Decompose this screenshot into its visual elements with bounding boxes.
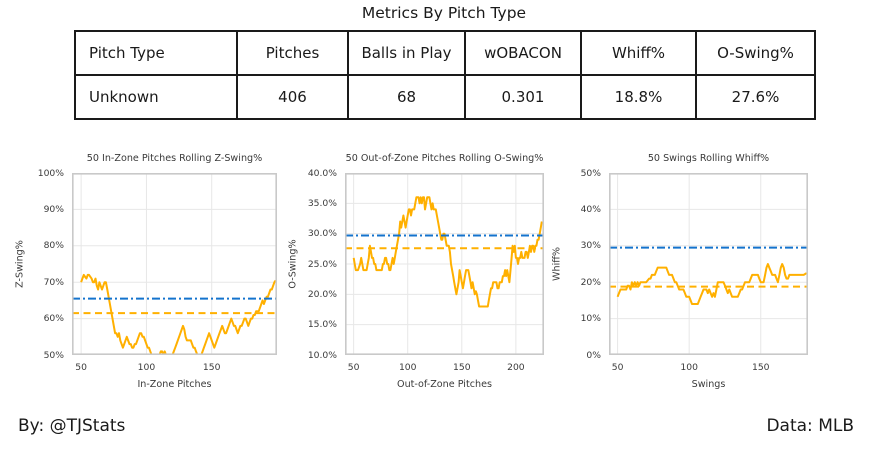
y-tick-label: 40.0% bbox=[307, 167, 337, 179]
y-tick-label: 80% bbox=[43, 240, 64, 252]
y-tick-label: 30.0% bbox=[307, 228, 337, 240]
table-cell: 406 bbox=[236, 74, 349, 120]
rolling-z-swing-line bbox=[80, 273, 277, 356]
column-header: Pitches bbox=[236, 30, 349, 76]
whiff-chart-title: 50 Swings Rolling Whiff% bbox=[647, 153, 770, 164]
y-tick-label: 0% bbox=[586, 349, 601, 361]
x-tick-label: 100 bbox=[680, 362, 698, 373]
o-swing-chart-title: 50 Out-of-Zone Pitches Rolling O-Swing% bbox=[345, 153, 544, 164]
rolling-o-swing-line bbox=[352, 196, 543, 308]
column-header: Pitch Type bbox=[74, 30, 238, 76]
o-swing-plot-area bbox=[345, 172, 544, 356]
footer-author: By: @TJStats bbox=[18, 416, 126, 436]
table-cell: 18.8% bbox=[580, 74, 697, 120]
plot-border bbox=[609, 173, 808, 355]
column-header: Whiff% bbox=[580, 30, 697, 76]
page-title: Metrics By Pitch Type bbox=[361, 4, 527, 22]
x-tick-label: 50 bbox=[347, 362, 360, 373]
y-tick-label: 50% bbox=[43, 349, 64, 361]
plot-border bbox=[345, 173, 544, 355]
chart-z-swing: 50 In-Zone Pitches Rolling Z-Swing% In-Zo… bbox=[15, 153, 277, 390]
x-tick-label: 150 bbox=[751, 362, 770, 373]
footer-source: Data: MLB bbox=[766, 416, 854, 436]
table-header-row: Pitch Type Pitches Balls in Play wOBACON Whi… bbox=[74, 30, 816, 76]
y-tick-label: 70% bbox=[43, 276, 64, 288]
column-header: Balls in Play bbox=[347, 30, 466, 76]
y-tick-label: 35.0% bbox=[307, 197, 337, 209]
plot-border bbox=[72, 173, 277, 355]
x-tick-label: 50 bbox=[75, 362, 87, 373]
table-cell: 68 bbox=[347, 74, 466, 120]
y-tick-label: 40% bbox=[580, 203, 601, 215]
table-cell: 27.6% bbox=[695, 74, 816, 120]
z-swing-x-axis-label: In-Zone Pitches bbox=[137, 379, 212, 390]
x-tick-label: 150 bbox=[202, 362, 221, 373]
table-cell: Unknown bbox=[74, 74, 238, 120]
whiff-x-axis-label: Swings bbox=[691, 379, 726, 390]
o-swing-x-axis-label: Out-of-Zone Pitches bbox=[397, 379, 492, 390]
y-tick-label: 10% bbox=[580, 313, 601, 325]
table-body: Unknown 406 68 0.301 18.8% 27.6% bbox=[74, 74, 816, 120]
column-header: wOBACON bbox=[464, 30, 582, 76]
y-tick-label: 50% bbox=[580, 167, 601, 179]
y-tick-label: 20% bbox=[580, 276, 601, 288]
y-tick-label: 10.0% bbox=[307, 349, 337, 361]
z-swing-chart-title: 50 In-Zone Pitches Rolling Z-Swing% bbox=[86, 153, 263, 164]
x-tick-label: 100 bbox=[137, 362, 156, 373]
x-tick-label: 100 bbox=[398, 362, 417, 373]
y-tick-label: 20.0% bbox=[307, 288, 337, 300]
y-tick-label: 30% bbox=[580, 240, 601, 252]
rolling-whiff-line bbox=[616, 263, 808, 305]
chart-whiff: 50 Swings Rolling Whiff% Swings Whiff% 0% 10… bbox=[552, 153, 808, 390]
table-cell: 0.301 bbox=[464, 74, 582, 120]
table-row: Unknown 406 68 0.301 18.8% 27.6% bbox=[74, 74, 816, 120]
column-header: O-Swing% bbox=[695, 30, 816, 76]
whiff-plot-area bbox=[609, 172, 808, 356]
x-tick-label: 50 bbox=[611, 362, 624, 373]
x-tick-label: 200 bbox=[507, 362, 525, 373]
y-tick-label: 100% bbox=[37, 167, 64, 179]
y-tick-label: 15.0% bbox=[307, 319, 337, 331]
metrics-table: Pitch Type Pitches Balls in Play wOBACON Whi… bbox=[74, 30, 816, 120]
y-tick-label: 25.0% bbox=[307, 258, 337, 270]
x-tick-label: 150 bbox=[453, 362, 471, 373]
chart-o-swing: 50 Out-of-Zone Pitches Rolling O-Swing% O… bbox=[288, 153, 544, 390]
z-swing-plot-area bbox=[72, 172, 277, 356]
y-tick-label: 90% bbox=[43, 203, 64, 215]
y-tick-label: 60% bbox=[43, 313, 64, 325]
